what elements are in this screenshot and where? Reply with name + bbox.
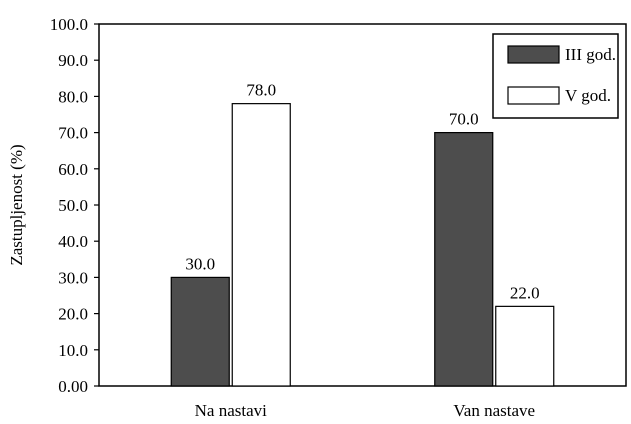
bar-iii-god-na-nastavi	[170, 276, 230, 387]
y-tick-label: 60.0	[58, 160, 88, 179]
legend: III god. V god.	[492, 33, 619, 119]
y-tick-label: 0.00	[58, 377, 88, 396]
y-tick-label: 10.0	[58, 341, 88, 360]
y-tick-label: 100.0	[50, 15, 88, 34]
y-tick-label: 20.0	[58, 305, 88, 324]
y-tick-label: 40.0	[58, 232, 88, 251]
plot-area: 0.00 10.0 20.0 30.0 40.0 50.0 60.0 70.0 80.0 90.0…	[50, 15, 627, 420]
category-label-van-nastave: Van nastave	[453, 401, 535, 420]
legend-swatch-v-god	[507, 86, 560, 105]
data-label-iii-god-na-nastavi: 30.0	[185, 254, 215, 273]
bars	[170, 103, 555, 387]
y-tick-label: 70.0	[58, 124, 88, 143]
data-labels: 30.0 78.0 70.0 22.0	[185, 81, 539, 303]
data-label-iii-god-van-nastave: 70.0	[449, 110, 479, 129]
y-axis-ticks: 0.00 10.0 20.0 30.0 40.0 50.0 60.0 70.0 80.0 90.0…	[50, 15, 99, 396]
bar-v-god-na-nastavi	[231, 103, 291, 387]
bar-iii-god-van-nastave	[434, 132, 494, 387]
y-tick-label: 90.0	[58, 51, 88, 70]
y-tick-label: 80.0	[58, 87, 88, 106]
y-tick-label: 50.0	[58, 196, 88, 215]
bar-v-god-van-nastave	[495, 305, 555, 387]
data-label-v-god-na-nastavi: 78.0	[246, 81, 276, 100]
y-axis-label: Zastupljenost (%)	[7, 144, 26, 265]
category-label-na-nastavi: Na nastavi	[195, 401, 268, 420]
y-tick-label: 30.0	[58, 268, 88, 287]
legend-swatch-iii-god	[507, 45, 560, 64]
legend-label-iii-god: III god.	[565, 45, 616, 64]
x-axis-categories: Na nastavi Van nastave	[195, 401, 535, 420]
data-label-v-god-van-nastave: 22.0	[510, 283, 540, 302]
legend-label-v-god: V god.	[565, 86, 611, 105]
